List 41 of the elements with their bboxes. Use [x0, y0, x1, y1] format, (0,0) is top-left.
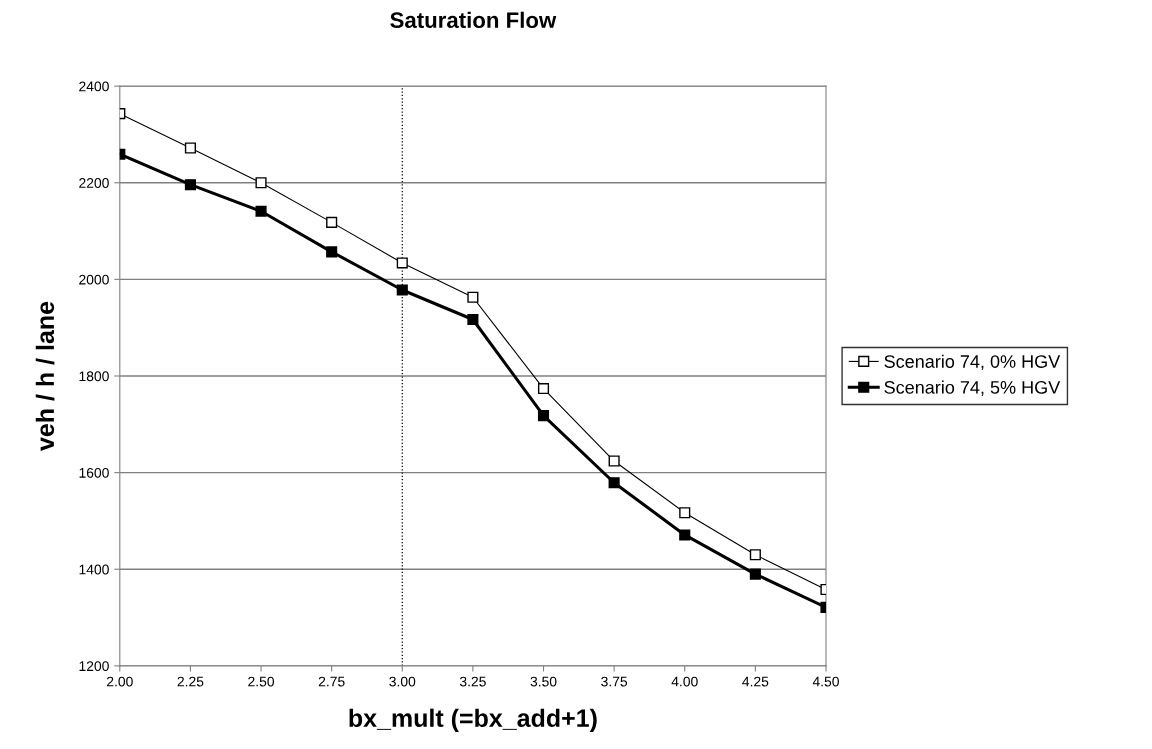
x-tick-label: 3.25	[459, 676, 486, 687]
y-tick-label: 1600	[79, 467, 109, 478]
point	[467, 313, 479, 326]
point	[749, 549, 761, 561]
y-tick-label: 1800	[79, 371, 109, 382]
point	[679, 507, 691, 519]
x-tick-label: 2.25	[177, 676, 204, 687]
x-tick-label: 2.75	[318, 676, 345, 687]
point	[326, 216, 338, 228]
point	[467, 291, 479, 303]
point	[608, 477, 620, 489]
legend-label: Scenario 74, 0% HGV	[884, 354, 1061, 371]
point	[679, 529, 691, 541]
point	[396, 257, 408, 269]
x-axis-title: bx_mult (=bx_add+1)	[349, 708, 597, 732]
point	[537, 410, 550, 422]
point	[608, 455, 620, 467]
point	[255, 205, 267, 217]
x-tick-label: 4.00	[671, 676, 698, 687]
point	[396, 284, 408, 296]
x-tick-label: 3.00	[389, 676, 416, 687]
x-tick-label: 3.50	[530, 676, 557, 687]
x-tick-label: 4.25	[742, 676, 769, 687]
point	[184, 179, 196, 191]
x-tick-label: 4.50	[812, 676, 839, 687]
point	[255, 177, 267, 189]
y-tick-label: 2000	[79, 274, 109, 285]
x-tick-label: 3.75	[601, 676, 628, 687]
x-tick-label: 2.50	[248, 676, 275, 687]
y-tick-label: 2200	[79, 178, 109, 188]
point	[184, 142, 196, 154]
point	[326, 246, 338, 258]
y-tick-label: 1400	[79, 564, 109, 575]
y-tick-label: 2400	[79, 81, 109, 92]
x-tick-label: 2.00	[106, 676, 133, 687]
chart-title: Saturation Flow	[390, 11, 557, 29]
legend-label: Scenario 74, 5% HGV	[884, 380, 1061, 396]
y-axis-title: veh / h / lane	[35, 301, 55, 451]
point	[749, 568, 761, 580]
point	[537, 383, 550, 395]
y-tick-label: 1200	[79, 661, 109, 672]
